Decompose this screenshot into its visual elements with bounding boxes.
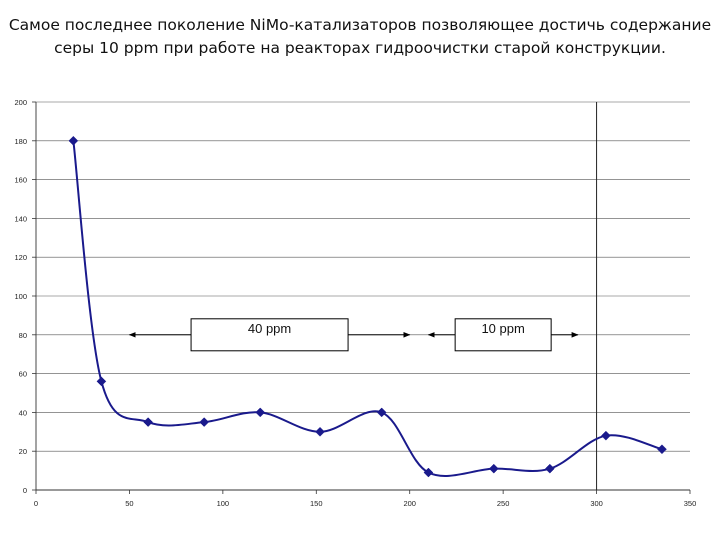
y-tick-label: 200 (14, 98, 27, 107)
y-tick-label: 120 (14, 253, 27, 262)
data-point-10 (601, 430, 611, 441)
y-tick-label: 0 (23, 486, 27, 495)
y-tick-label: 180 (14, 137, 27, 146)
x-tick-label: 200 (403, 499, 416, 508)
y-tick-label: 40 (19, 408, 27, 417)
data-point-11 (657, 444, 667, 455)
y-tick-label: 20 (19, 447, 27, 456)
x-tick-label: 0 (34, 499, 38, 508)
x-tick-label: 150 (310, 499, 323, 508)
data-point-7 (423, 467, 434, 478)
y-tick-label: 160 (14, 176, 27, 185)
data-point-0 (68, 135, 79, 146)
data-point-6 (376, 407, 387, 418)
slide-title: Самое последнее поколение NiMo-катализат… (0, 14, 720, 60)
y-tick-label: 80 (19, 331, 27, 340)
x-tick-label: 250 (497, 499, 510, 508)
data-point-9 (545, 463, 555, 474)
data-point-2 (143, 417, 153, 427)
data-point-1 (96, 376, 107, 387)
x-tick-label: 300 (590, 499, 603, 508)
y-tick-label: 140 (14, 214, 27, 223)
title-line-1: Самое последнее поколение NiMo-катализат… (8, 16, 712, 34)
y-tick-label: 100 (14, 292, 27, 301)
annotation-box-1 (454, 318, 552, 352)
data-point-3 (199, 417, 210, 427)
annotation-box-0 (190, 318, 349, 352)
annotation-label-1: 10 ppm (481, 321, 524, 336)
y-tick-label: 60 (19, 370, 27, 379)
annotation-label-0: 40 ppm (248, 321, 291, 336)
series-line (72, 140, 663, 477)
data-point-5 (315, 426, 325, 437)
x-tick-label: 100 (217, 499, 230, 508)
data-point-8 (488, 463, 499, 474)
x-tick-label: 350 (684, 499, 697, 508)
x-tick-label: 50 (125, 499, 133, 508)
title-line-2: серы 10 ppm при работе на реакторах гидр… (54, 39, 666, 57)
data-point-4 (255, 407, 266, 418)
